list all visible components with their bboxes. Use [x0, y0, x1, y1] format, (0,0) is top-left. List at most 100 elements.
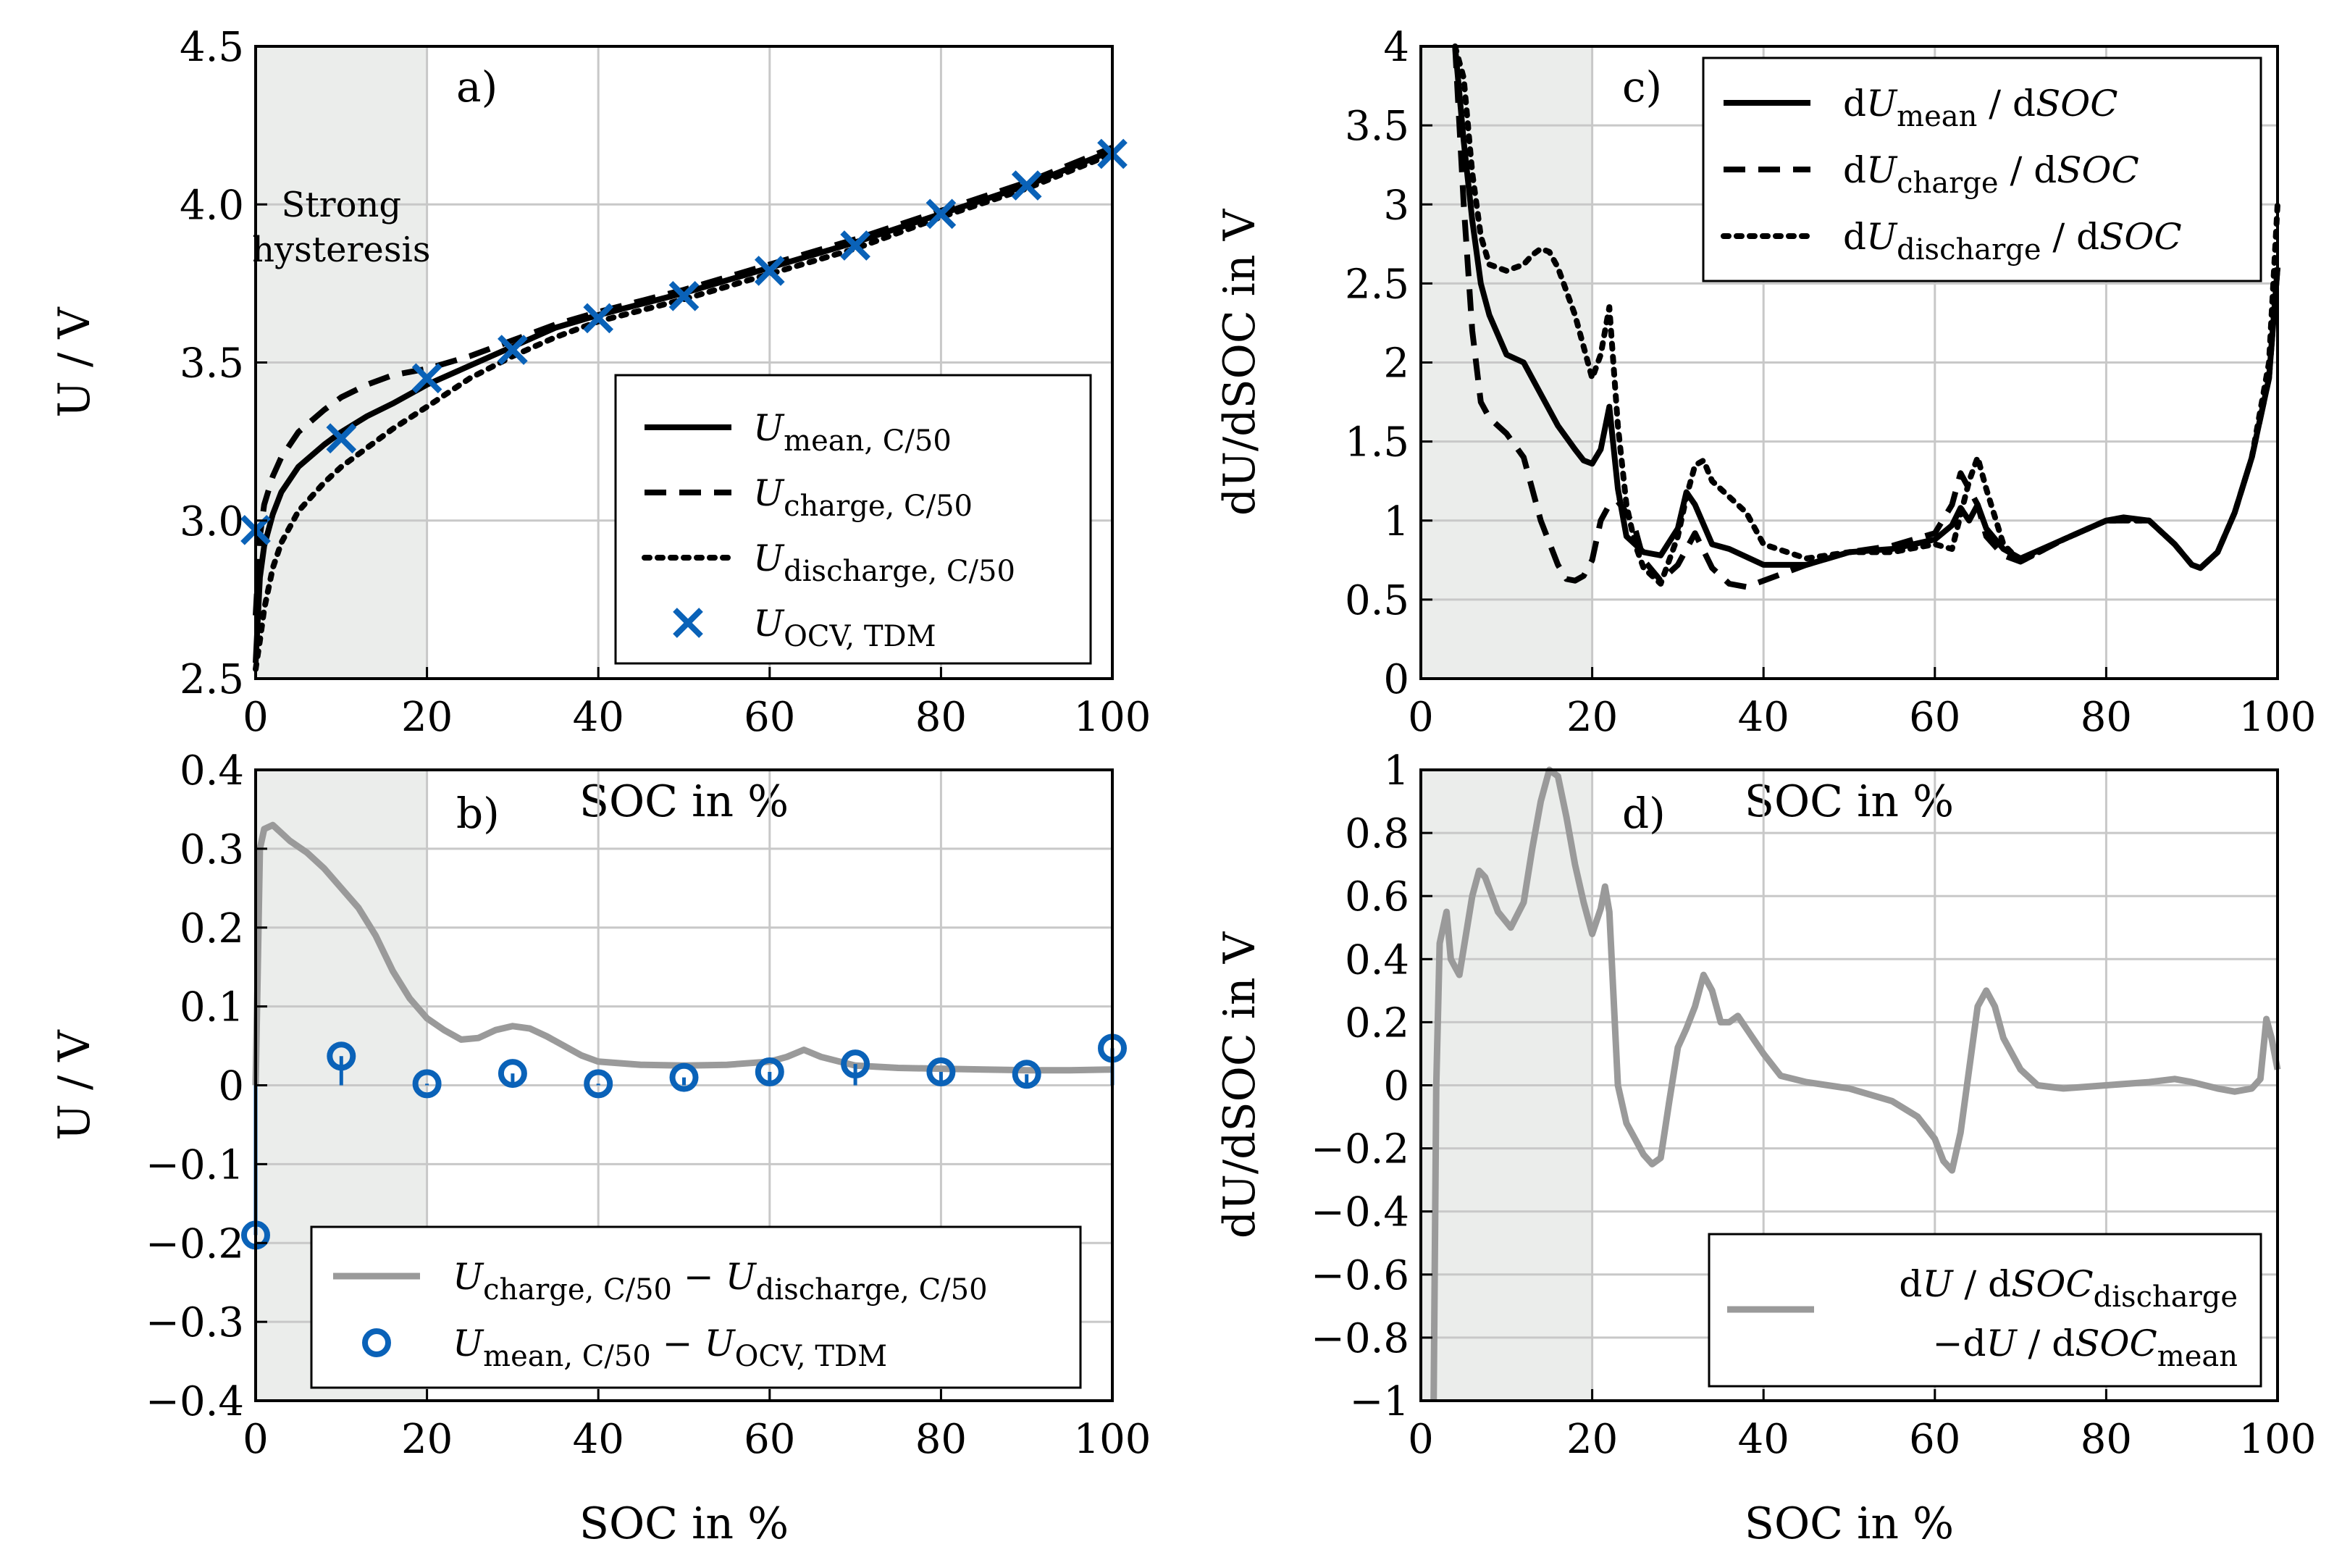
y-tick-label: −0.2: [1311, 1126, 1409, 1173]
difference-marker: [669, 1062, 699, 1092]
x-stroke: [673, 608, 703, 638]
y-tick-label: 1.5: [1345, 419, 1409, 466]
text-span: / d: [1977, 83, 2036, 125]
hysteresis-annotation: Strong: [281, 185, 401, 225]
y-tick-label: 0.4: [1345, 936, 1409, 984]
x-tick-label: 0: [243, 694, 269, 741]
legend-entry: UOCV, TDM: [753, 603, 936, 653]
x-tick-label: 0: [1408, 1416, 1434, 1463]
legend-entry: Umean, C/50 − UOCV, TDM: [453, 1322, 887, 1373]
x-stroke: [498, 335, 528, 365]
panel-label: c): [1622, 62, 1662, 112]
y-tick-label: 4.0: [180, 182, 244, 229]
panel-label: d): [1622, 789, 1666, 838]
text-span: / d: [2017, 1322, 2076, 1364]
legend-entry: dUcharge / dSOC: [1843, 149, 2139, 200]
text-span: U: [1986, 1322, 2018, 1364]
x-tick-label: 20: [1566, 694, 1618, 741]
series-dotted-line: [1452, 43, 2280, 587]
panel-b: 0 20 40 60 80 100 −0.4 −0.3 −0.2 −0.1 0 0.1 0.2 0.3 0.…: [49, 747, 1151, 1549]
panel-label: b): [456, 789, 500, 838]
ocv-marker: [411, 363, 442, 394]
x-tick-label: 20: [1566, 1416, 1618, 1463]
x-tick-label: 60: [744, 694, 795, 741]
legend-entry: Udischarge, C/50: [753, 537, 1015, 588]
text-span: U: [1866, 216, 1898, 258]
text-span: SOC: [2036, 83, 2118, 125]
text-span: SOC: [2099, 216, 2182, 258]
x-stroke: [668, 281, 700, 311]
y-tick-label: −0.2: [146, 1220, 244, 1267]
text-span: −: [672, 1256, 726, 1298]
text-span: mean: [2157, 1340, 2238, 1373]
y-tick-label: −0.6: [1311, 1252, 1409, 1299]
y-axis-label: dU/dSOC in V: [1214, 208, 1265, 516]
y-tick-label: 0.2: [180, 905, 244, 952]
ocv-marker: [1011, 170, 1042, 201]
text-span: charge, C/50: [483, 1273, 672, 1307]
y-tick-label: −1: [1349, 1378, 1409, 1425]
text-span: −d: [1933, 1322, 1986, 1364]
text-span: mean, C/50: [483, 1340, 651, 1373]
panel-a: 0 20 40 60 80 100 2.5 3.0 3.5 4.0 4.5 a) Strong hyste…: [49, 24, 1151, 827]
text-span: SOC: [2011, 1263, 2094, 1305]
legend-x-marker: [673, 608, 703, 638]
legend-box: [1708, 1233, 2262, 1388]
y-tick-label: 0: [218, 1063, 244, 1110]
y-tick-label: 0.6: [1345, 873, 1409, 921]
legend-entry-line: −dU / dSOCmean: [1933, 1322, 2238, 1373]
ocv-marker: [840, 230, 870, 261]
text-span: d: [1899, 1263, 1922, 1305]
text-span: U: [453, 1256, 484, 1298]
ocv-marker: [754, 256, 785, 286]
y-tick-label: 1: [1383, 747, 1409, 795]
x-tick-label: 40: [573, 694, 624, 741]
y-tick-label: 3.5: [1345, 103, 1409, 150]
y-tick-label: 0.2: [1345, 999, 1409, 1047]
text-span: U: [753, 603, 785, 645]
x-axis-label: SOC in %: [579, 1498, 789, 1549]
legend-o-marker: [362, 1328, 391, 1357]
x-tick-label: 80: [915, 1416, 967, 1463]
x-tick-label: 20: [401, 694, 453, 741]
y-tick-label: 3.5: [180, 340, 244, 387]
y-tick-label: 0.8: [1345, 810, 1409, 858]
y-tick-label: 2: [1383, 340, 1409, 387]
y-tick-label: 2.5: [180, 656, 244, 703]
panel-c: 0 20 40 60 80 100 0 0.5 1 1.5 2 2.5 3 3.5 4 c) SOC in % d…: [1214, 24, 2316, 827]
ocv-marker: [498, 335, 528, 365]
text-span: discharge: [2094, 1280, 2238, 1314]
legend-d: dU / dSOCdischarge−dU / dSOCmean: [1708, 1233, 2262, 1388]
y-tick-label: 0: [1383, 656, 1409, 703]
legend-entry: dUmean / dSOC: [1843, 83, 2118, 133]
text-span: SOC: [2075, 1322, 2157, 1364]
text-span: −: [651, 1322, 705, 1364]
text-span: U: [753, 407, 785, 449]
y-tick-label: 0.5: [1345, 577, 1409, 624]
x-tick-label: 100: [2239, 694, 2317, 741]
text-span: U: [1866, 149, 1898, 191]
legend-entry: Ucharge, C/50: [753, 472, 973, 523]
legend-entry: dUdischarge / dSOC: [1843, 216, 2182, 267]
text-span: discharge, C/50: [756, 1273, 988, 1307]
x-axis-label: SOC in %: [1745, 776, 1954, 827]
ocv-marker: [926, 198, 957, 230]
y-tick-label: 3: [1383, 182, 1409, 229]
x-tick-label: 100: [1074, 694, 1151, 741]
x-stroke: [583, 303, 614, 334]
y-tick-label: 0.3: [180, 826, 244, 873]
y-tick-label: −0.8: [1311, 1315, 1409, 1362]
x-tick-label: 20: [401, 1416, 453, 1463]
legend-entry: Ucharge, C/50 − Udischarge, C/50: [453, 1256, 988, 1307]
ocv-marker: [326, 423, 357, 454]
difference-marker: [584, 1069, 613, 1099]
y-tick-label: 0.1: [180, 984, 244, 1031]
y-axis-label: U / V: [49, 306, 100, 418]
y-tick-label: 0: [1383, 1063, 1409, 1110]
x-tick-label: 40: [1738, 1416, 1789, 1463]
x-tick-label: 0: [243, 1416, 269, 1463]
text-span: d: [1843, 216, 1866, 258]
y-tick-label: −0.3: [146, 1299, 244, 1346]
